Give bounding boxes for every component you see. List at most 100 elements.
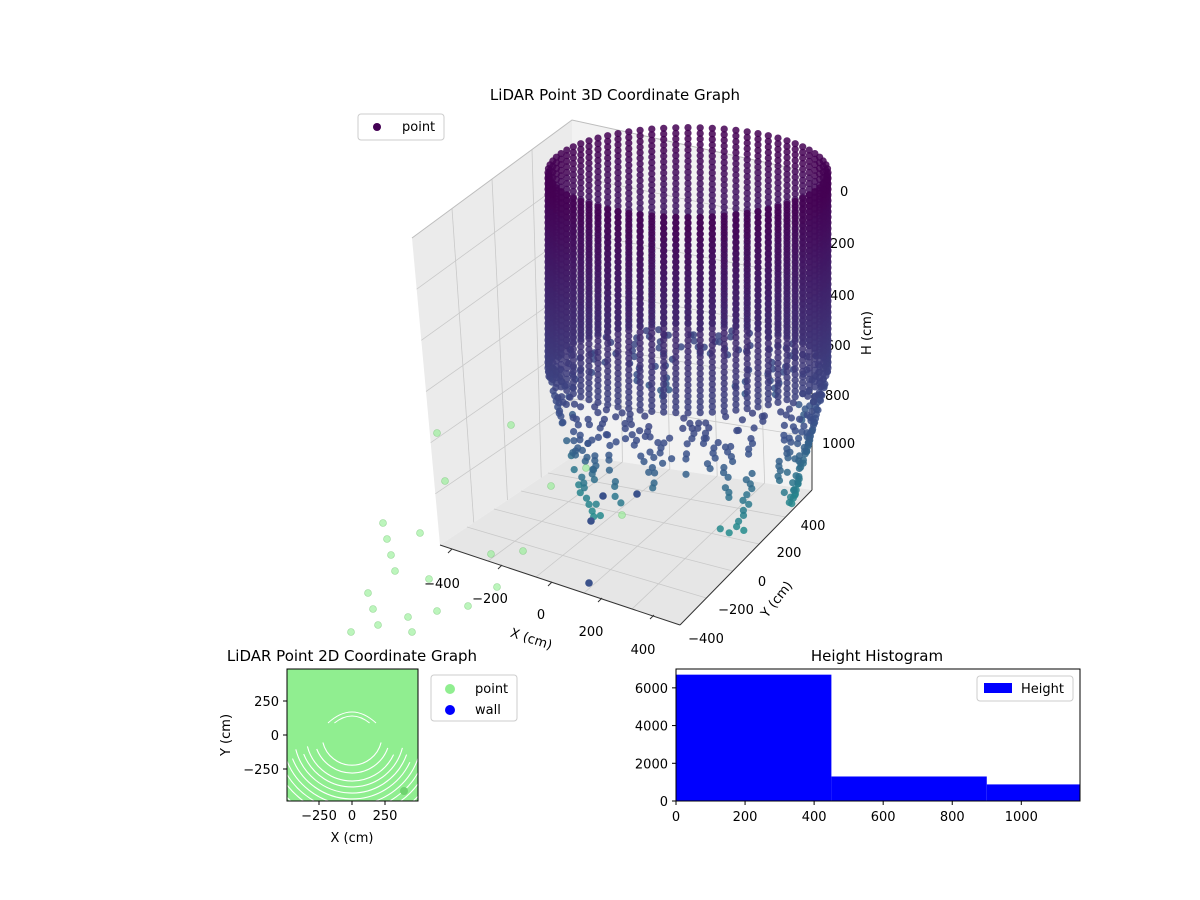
data-point bbox=[605, 466, 614, 474]
data-point bbox=[721, 443, 730, 451]
data-point bbox=[625, 338, 633, 346]
data-point bbox=[585, 362, 593, 370]
data-point bbox=[805, 252, 813, 261]
data-point bbox=[799, 384, 807, 392]
data-point bbox=[720, 159, 728, 167]
data-point bbox=[577, 343, 585, 351]
data-point bbox=[614, 364, 622, 372]
data-point bbox=[557, 377, 565, 385]
data-point bbox=[614, 180, 622, 188]
data-point bbox=[672, 219, 680, 227]
data-point bbox=[557, 277, 565, 285]
data-point bbox=[805, 264, 813, 272]
data-point bbox=[708, 364, 716, 372]
data-point bbox=[577, 197, 585, 206]
data-point bbox=[614, 157, 622, 166]
data-point bbox=[720, 229, 728, 237]
data-point bbox=[720, 234, 728, 242]
data-point bbox=[660, 186, 668, 194]
data-point bbox=[783, 301, 791, 309]
data-point bbox=[720, 335, 728, 343]
data-point bbox=[732, 149, 740, 157]
data-point bbox=[604, 295, 612, 303]
data-point bbox=[604, 362, 612, 370]
data-point bbox=[557, 299, 565, 307]
data-point bbox=[577, 337, 585, 345]
data-point bbox=[764, 154, 772, 162]
data-point bbox=[625, 200, 633, 208]
points-3d bbox=[347, 124, 832, 636]
data-point bbox=[660, 319, 668, 327]
data-point bbox=[636, 176, 644, 185]
data-point bbox=[569, 250, 577, 258]
data-point bbox=[805, 180, 813, 188]
data-point bbox=[594, 348, 602, 356]
data-point bbox=[696, 202, 704, 210]
data-point bbox=[594, 156, 602, 164]
data-point bbox=[577, 393, 585, 401]
data-point bbox=[585, 345, 593, 354]
data-point bbox=[636, 239, 644, 247]
data-point bbox=[754, 381, 762, 389]
data-point bbox=[764, 289, 772, 297]
data-point bbox=[684, 364, 692, 372]
data-point bbox=[791, 287, 799, 295]
data-point bbox=[569, 300, 577, 308]
data-point bbox=[754, 364, 762, 372]
data-point bbox=[684, 353, 692, 361]
data-point bbox=[569, 306, 577, 314]
data-point bbox=[708, 202, 716, 210]
legend-marker-point bbox=[445, 684, 455, 694]
data-point bbox=[636, 222, 644, 230]
data-point bbox=[636, 228, 644, 236]
data-point bbox=[725, 493, 733, 501]
data-point bbox=[684, 347, 692, 356]
data-point bbox=[569, 356, 577, 364]
data-point bbox=[796, 415, 804, 423]
data-point bbox=[648, 203, 656, 211]
data-point bbox=[572, 415, 581, 423]
data-point bbox=[672, 403, 680, 411]
data-point bbox=[594, 281, 602, 289]
data-point bbox=[614, 130, 622, 138]
data-point bbox=[603, 431, 612, 439]
data-point bbox=[791, 359, 799, 367]
data-point bbox=[684, 202, 692, 210]
data-point bbox=[684, 342, 692, 350]
data-point bbox=[648, 192, 656, 200]
data-point bbox=[557, 344, 565, 352]
data-point bbox=[660, 218, 668, 227]
data-point bbox=[764, 356, 772, 364]
data-point bbox=[783, 234, 791, 242]
data-point bbox=[764, 401, 772, 409]
data-point bbox=[799, 317, 807, 325]
data-point bbox=[614, 141, 622, 149]
data-point bbox=[684, 381, 692, 389]
data-point bbox=[625, 232, 633, 240]
data-point bbox=[696, 269, 704, 277]
data-point bbox=[684, 370, 692, 378]
data-point bbox=[585, 312, 593, 320]
data-point bbox=[811, 294, 819, 302]
data-point bbox=[604, 143, 612, 151]
data-point bbox=[563, 319, 571, 327]
data-point bbox=[569, 339, 577, 348]
data-point bbox=[563, 314, 571, 322]
data-point bbox=[743, 315, 751, 323]
data-point bbox=[732, 389, 740, 397]
legend-label-point: point bbox=[402, 120, 435, 135]
data-point bbox=[774, 331, 782, 339]
data-point bbox=[696, 325, 704, 333]
data-point bbox=[648, 329, 656, 337]
data-point bbox=[696, 370, 704, 378]
data-point bbox=[708, 141, 716, 149]
data-point bbox=[585, 217, 593, 225]
data-point bbox=[604, 256, 612, 264]
data-point bbox=[660, 274, 668, 282]
x-tick-label: −250 bbox=[301, 809, 337, 824]
data-point bbox=[585, 334, 593, 342]
data-point bbox=[582, 464, 590, 472]
data-point bbox=[604, 148, 612, 157]
data-point bbox=[750, 424, 758, 432]
data-point bbox=[604, 187, 612, 196]
